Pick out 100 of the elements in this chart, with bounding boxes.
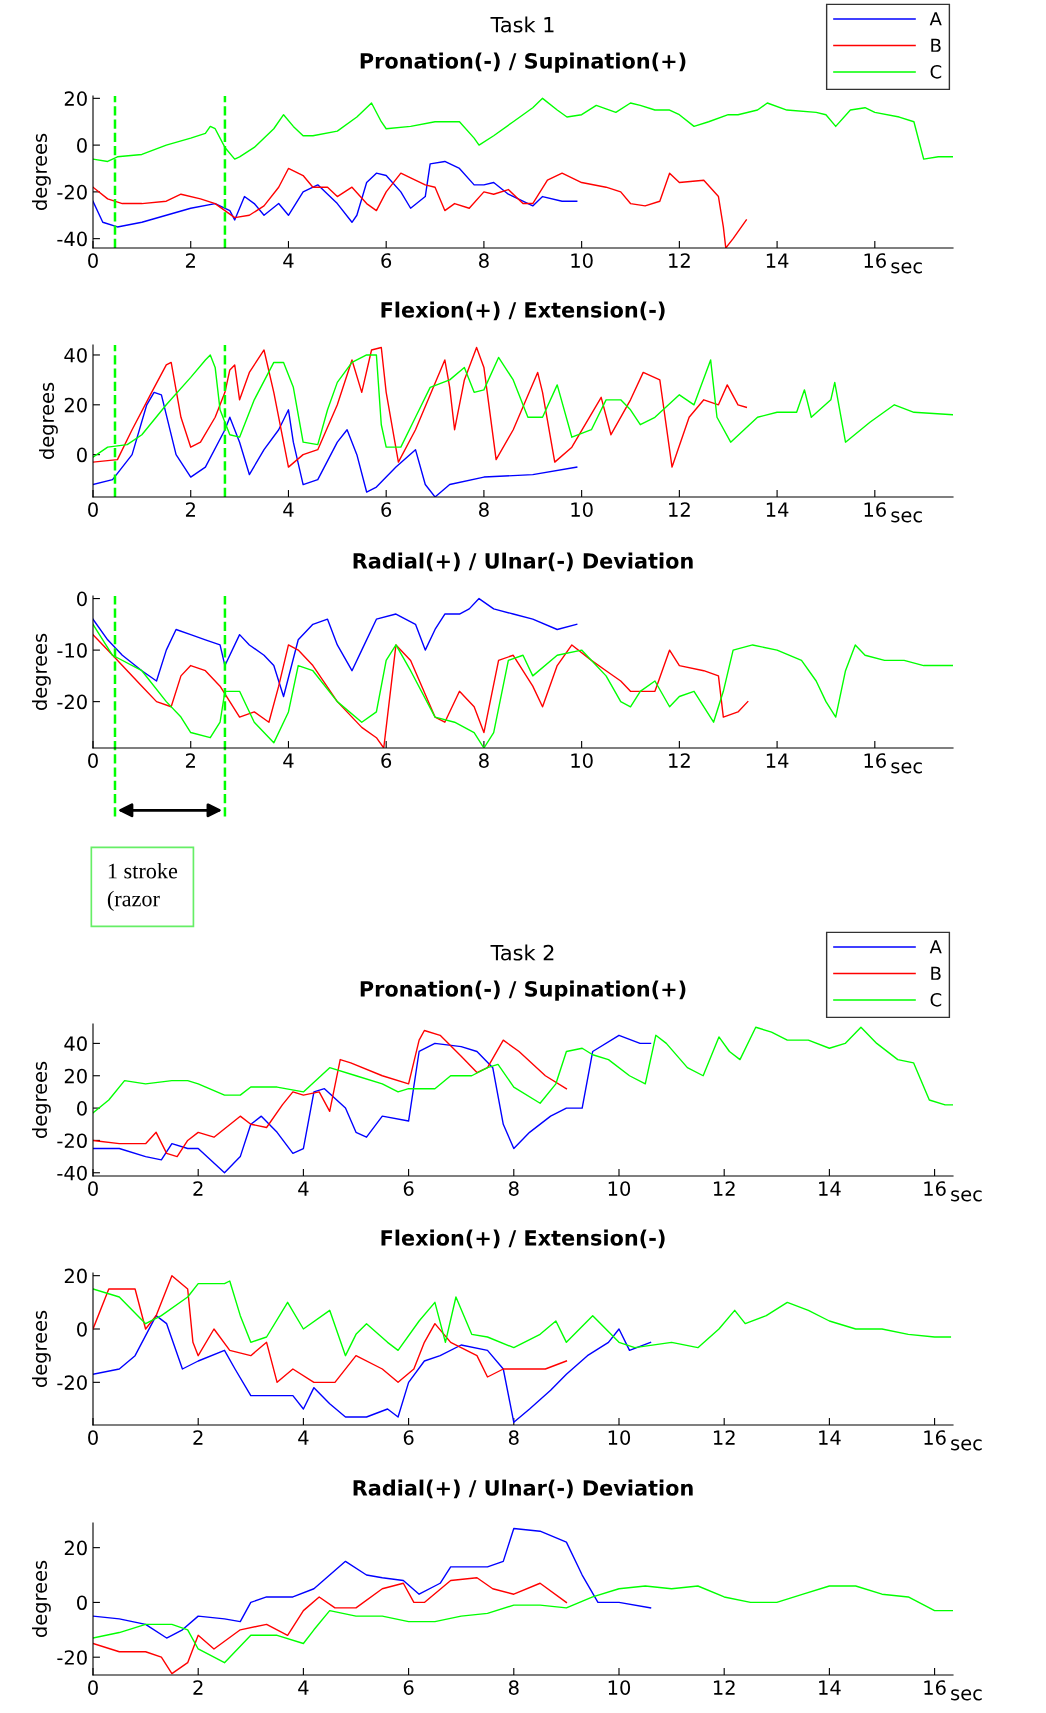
x-tick-label: 12 bbox=[669, 253, 690, 268]
text: 1 stroke (razor bbox=[107, 862, 178, 911]
y-tick-label: -40 bbox=[57, 231, 87, 247]
y-tick-label: -20 bbox=[57, 1650, 87, 1665]
x-tick-label: 8 bbox=[479, 253, 489, 268]
x-tick-label: 14 bbox=[766, 753, 789, 768]
x-tick-label: 10 bbox=[571, 502, 593, 517]
y-tick-label: 0 bbox=[77, 138, 87, 153]
line-series bbox=[93, 1280, 952, 1357]
x-tick-label: 10 bbox=[571, 253, 593, 268]
y-axis-title: degrees bbox=[39, 382, 58, 460]
legend-label: A bbox=[929, 12, 942, 26]
line-series bbox=[93, 633, 749, 748]
y-axis-title: degrees bbox=[32, 633, 51, 711]
x-axis-title: sec bbox=[891, 262, 922, 274]
x-axis-title: sec bbox=[891, 511, 922, 523]
x-tick-label: 12 bbox=[713, 1430, 735, 1445]
line-series bbox=[93, 1029, 568, 1158]
x-tick-label: 8 bbox=[508, 1680, 519, 1695]
x-tick-label: 16 bbox=[864, 253, 886, 268]
x-tick-label: 6 bbox=[403, 1181, 414, 1196]
legend-label: B bbox=[931, 966, 941, 980]
legend-label: C bbox=[930, 992, 942, 1007]
y-tick-label: -20 bbox=[57, 694, 87, 710]
x-tick-label: 6 bbox=[403, 1430, 414, 1445]
x-tick-label: 8 bbox=[479, 753, 489, 768]
chart-title: Flexion(+) / Extension(-) bbox=[381, 1229, 665, 1249]
x-tick-label: 8 bbox=[508, 1430, 519, 1445]
y-tick-label: 40 bbox=[64, 347, 87, 363]
legend-label: A bbox=[929, 940, 942, 954]
x-axis-title: sec bbox=[951, 1689, 982, 1701]
chart-title: Flexion(+) / Extension(-) bbox=[381, 301, 665, 321]
line-series bbox=[93, 1026, 953, 1114]
x-tick-label: 16 bbox=[924, 1680, 946, 1695]
x-tick-label: 6 bbox=[381, 502, 392, 517]
x-axis-title: sec bbox=[951, 1190, 982, 1202]
y-tick-label: 20 bbox=[64, 1268, 87, 1284]
line-series bbox=[93, 1034, 652, 1174]
x-tick-label: 14 bbox=[819, 1181, 841, 1196]
x-tick-label: 6 bbox=[381, 253, 392, 268]
line-series bbox=[93, 1527, 652, 1639]
x-tick-label: 10 bbox=[571, 753, 593, 768]
x-tick-label: 14 bbox=[766, 253, 789, 268]
y-tick-label: 0 bbox=[77, 591, 87, 607]
y-tick-label: -20 bbox=[57, 1375, 87, 1390]
x-tick-label: 12 bbox=[669, 502, 690, 517]
y-tick-label: 40 bbox=[64, 1036, 87, 1052]
y-tick-label: 0 bbox=[77, 447, 87, 463]
x-tick-label: 4 bbox=[283, 253, 294, 268]
x-tick-label: 10 bbox=[608, 1430, 631, 1445]
line-series bbox=[93, 1274, 568, 1384]
y-tick-label: -20 bbox=[57, 184, 87, 200]
line-series bbox=[93, 597, 578, 698]
x-tick-label: 6 bbox=[403, 1680, 414, 1695]
y-tick-label: 0 bbox=[77, 1101, 87, 1116]
x-tick-label: 8 bbox=[508, 1181, 519, 1196]
y-tick-label: -10 bbox=[57, 643, 87, 658]
legend-label: B bbox=[931, 38, 941, 52]
x-tick-label: 10 bbox=[608, 1181, 631, 1196]
line-series bbox=[93, 391, 578, 497]
x-tick-label: 16 bbox=[864, 753, 886, 768]
x-tick-label: 16 bbox=[864, 502, 886, 517]
y-tick-label: 0 bbox=[77, 1321, 87, 1337]
y-axis-title: degrees bbox=[32, 1061, 51, 1139]
x-tick-label: 12 bbox=[713, 1181, 735, 1196]
chart-title: Radial(+) / Ulnar(-) Deviation bbox=[353, 1479, 693, 1499]
x-tick-label: 16 bbox=[924, 1181, 946, 1196]
x-tick-label: 0 bbox=[88, 1181, 98, 1196]
y-axis-title: degrees bbox=[32, 1560, 51, 1638]
chart-title: Task 1 bbox=[490, 16, 554, 33]
y-tick-label: 20 bbox=[64, 397, 87, 413]
x-tick-label: 4 bbox=[298, 1181, 309, 1196]
x-tick-label: 12 bbox=[713, 1680, 735, 1695]
x-tick-label: 14 bbox=[819, 1680, 841, 1695]
x-tick-label: 14 bbox=[766, 502, 789, 517]
legend-label: C bbox=[930, 64, 942, 79]
chart-subtitle: Pronation(-) / Supination(+) bbox=[360, 980, 686, 1001]
x-tick-label: 6 bbox=[381, 753, 392, 768]
y-axis-title: degrees bbox=[32, 1310, 51, 1388]
chart-subtitle: Pronation(-) / Supination(+) bbox=[360, 52, 686, 73]
x-tick-label: 0 bbox=[88, 502, 98, 517]
line-series bbox=[93, 1585, 953, 1664]
x-tick-label: 2 bbox=[193, 1181, 203, 1196]
x-axis-title: sec bbox=[951, 1439, 982, 1451]
x-tick-label: 14 bbox=[819, 1430, 841, 1445]
x-tick-label: 2 bbox=[185, 502, 195, 517]
y-tick-label: 0 bbox=[77, 1595, 87, 1611]
x-tick-label: 0 bbox=[88, 253, 98, 268]
x-tick-label: 4 bbox=[283, 753, 294, 768]
y-tick-label: -40 bbox=[57, 1165, 87, 1181]
line-series bbox=[93, 167, 748, 248]
line-series bbox=[93, 160, 578, 228]
x-tick-label: 12 bbox=[669, 753, 690, 768]
x-tick-label: 0 bbox=[88, 1430, 98, 1445]
x-tick-label: 0 bbox=[88, 753, 98, 768]
y-tick-label: -20 bbox=[57, 1133, 87, 1149]
y-tick-label: 20 bbox=[64, 1068, 87, 1084]
y-tick-label: 20 bbox=[64, 1540, 87, 1556]
x-tick-label: 16 bbox=[924, 1430, 946, 1445]
x-tick-label: 10 bbox=[608, 1680, 631, 1695]
